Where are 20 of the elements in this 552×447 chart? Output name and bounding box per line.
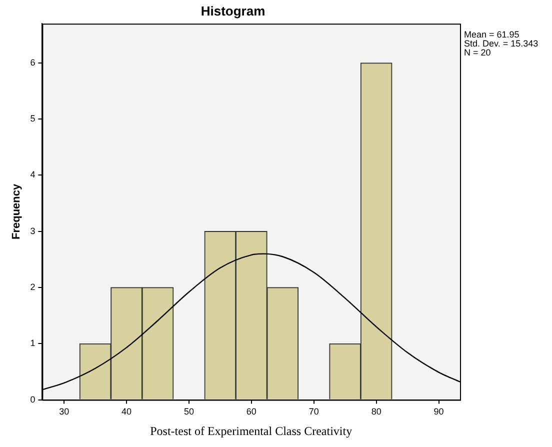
- y-axis-title: Frequency: [10, 183, 23, 240]
- x-axis-title: Post-test of Experimental Class Creativity: [150, 424, 352, 438]
- x-tick-label: 80: [371, 406, 382, 417]
- x-tick-label: 40: [122, 406, 132, 417]
- y-tick-label: 6: [30, 57, 36, 68]
- chart-title: Histogram: [200, 3, 266, 18]
- text: Mean = 61.95: [464, 30, 520, 40]
- y-tick-label: 5: [30, 114, 36, 124]
- x-tick-label: 70: [308, 406, 319, 417]
- x-tick-label: 60: [246, 406, 256, 417]
- y-tick-label: 2: [30, 282, 36, 292]
- text: N = 20: [464, 48, 491, 58]
- y-tick-label: 1: [30, 338, 36, 348]
- x-tick-label: 90: [434, 406, 444, 417]
- text: Std. Dev. = 15.343: [464, 38, 538, 49]
- y-tick-label: 3: [30, 226, 36, 236]
- y-tick-label: 4: [30, 170, 36, 180]
- x-tick-label: 50: [184, 406, 194, 417]
- x-tick-label: 30: [59, 406, 70, 417]
- y-tick-label: 0: [30, 394, 36, 404]
